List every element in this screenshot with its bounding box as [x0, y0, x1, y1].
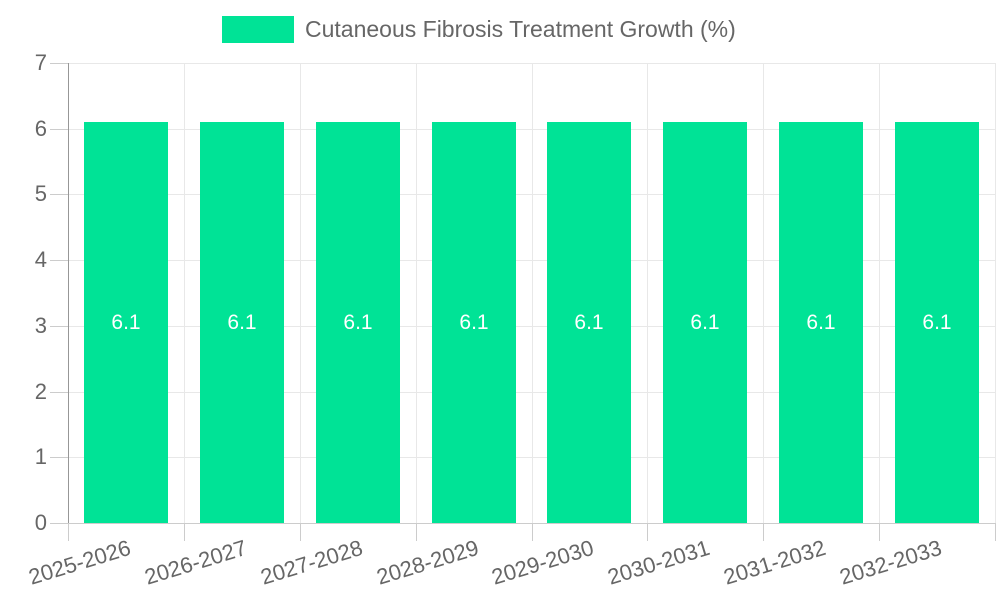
gridline-horizontal	[68, 392, 995, 393]
bar: 6.1	[779, 122, 863, 523]
x-axis-tick	[532, 523, 533, 541]
x-axis-tick	[879, 523, 880, 541]
gridline-vertical	[763, 63, 764, 523]
y-axis-tick-label: 1	[34, 444, 47, 469]
y-axis-tick	[50, 63, 68, 64]
bar-value-label: 6.1	[690, 310, 720, 334]
bar-value-label: 6.1	[343, 310, 373, 334]
y-axis-tick	[50, 326, 68, 327]
bar: 6.1	[895, 122, 979, 523]
bar: 6.1	[547, 122, 631, 523]
gridline-horizontal	[68, 63, 995, 64]
bar-value-label: 6.1	[459, 310, 489, 334]
x-axis-tick	[300, 523, 301, 541]
gridline-horizontal	[68, 326, 995, 327]
gridline-vertical	[995, 63, 996, 523]
gridline-horizontal	[68, 129, 995, 130]
y-axis-tick	[50, 129, 68, 130]
bar-value-label: 6.1	[227, 310, 257, 334]
x-axis-tick	[995, 523, 996, 541]
x-axis-line	[68, 523, 995, 524]
gridline-vertical	[300, 63, 301, 523]
gridline-vertical	[647, 63, 648, 523]
gridline-vertical	[879, 63, 880, 523]
bar-value-label: 6.1	[111, 310, 141, 334]
y-axis-tick-label: 7	[34, 50, 47, 75]
x-axis-tick	[763, 523, 764, 541]
x-axis-tick	[416, 523, 417, 541]
bar-value-label: 6.1	[574, 310, 604, 334]
bar: 6.1	[316, 122, 400, 523]
bar: 6.1	[84, 122, 168, 523]
y-axis-tick-label: 2	[34, 379, 47, 404]
gridline-horizontal	[68, 457, 995, 458]
x-axis-tick	[647, 523, 648, 541]
y-axis-tick	[50, 523, 68, 524]
y-axis-tick-label: 4	[34, 247, 47, 272]
y-axis-tick-label: 0	[34, 510, 47, 535]
gridline-vertical	[416, 63, 417, 523]
y-axis-tick-label: 3	[34, 313, 47, 338]
y-axis-tick	[50, 260, 68, 261]
bar: 6.1	[200, 122, 284, 523]
y-axis-tick-label: 5	[34, 181, 47, 206]
y-axis-tick	[50, 194, 68, 195]
y-axis-line	[68, 63, 69, 524]
y-axis-tick	[50, 457, 68, 458]
legend-label: Cutaneous Fibrosis Treatment Growth (%)	[305, 16, 736, 42]
gridline-horizontal	[68, 260, 995, 261]
gridline-vertical	[184, 63, 185, 523]
y-axis-tick-label: 6	[34, 116, 47, 141]
bar-value-label: 6.1	[806, 310, 836, 334]
bar: 6.1	[663, 122, 747, 523]
legend[interactable]: Cutaneous Fibrosis Treatment Growth (%)	[222, 14, 736, 44]
bar: 6.1	[432, 122, 516, 523]
x-axis-tick	[184, 523, 185, 541]
x-axis-tick	[68, 523, 69, 541]
bar-value-label: 6.1	[922, 310, 952, 334]
gridline-horizontal	[68, 194, 995, 195]
gridline-vertical	[532, 63, 533, 523]
legend-swatch	[222, 15, 294, 43]
y-axis-tick	[50, 392, 68, 393]
